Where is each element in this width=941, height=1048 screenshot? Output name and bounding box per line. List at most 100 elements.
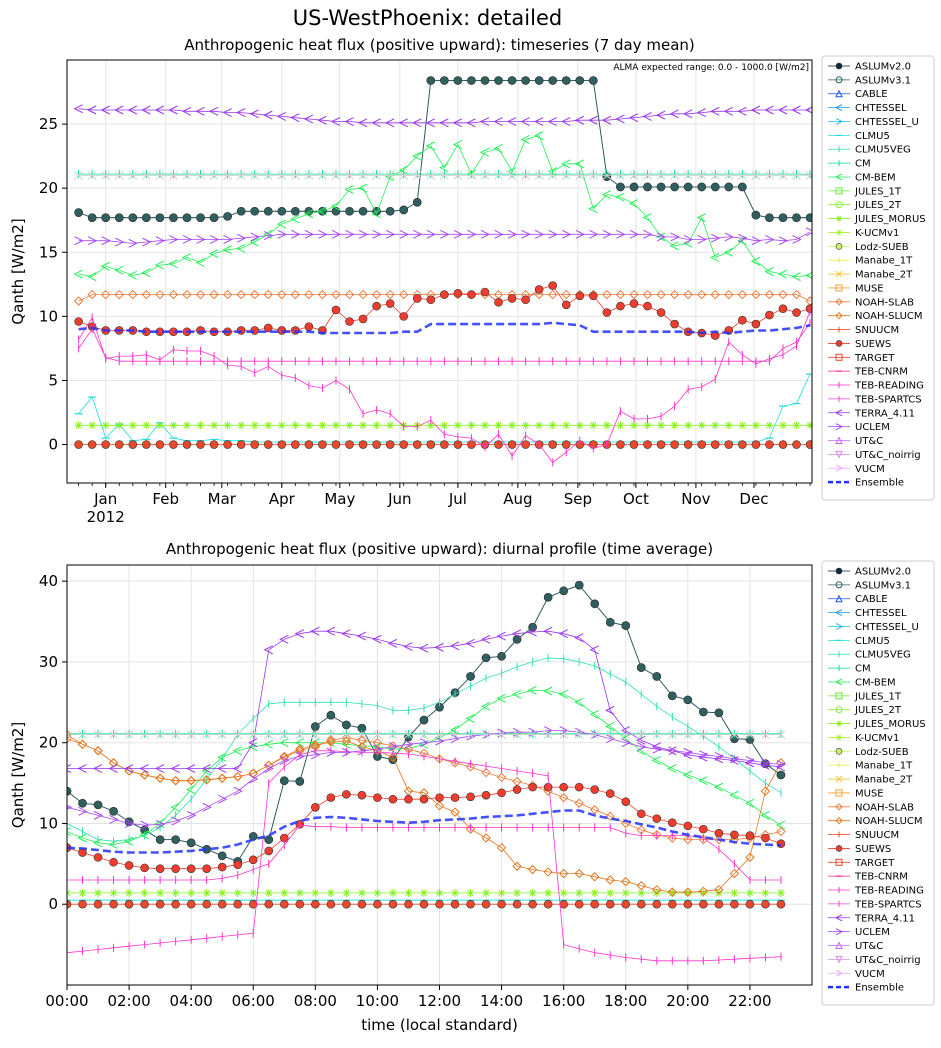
x-tick-label: 02:00 (107, 992, 150, 1010)
data-point (129, 214, 137, 222)
data-point (110, 900, 118, 908)
data-point (806, 441, 814, 449)
legend-label: ASLUMv3.1 (855, 580, 911, 591)
data-point (644, 183, 652, 191)
x-tick-label: 08:00 (294, 992, 337, 1010)
data-point (560, 587, 568, 595)
data-point (513, 786, 521, 794)
data-point (481, 421, 489, 429)
data-point (197, 421, 205, 429)
data-point (644, 441, 652, 449)
data-point (730, 900, 738, 908)
data-point (210, 214, 218, 222)
data-point (591, 786, 599, 794)
legend-label: CM (855, 664, 871, 675)
series-jules-morus (63, 889, 785, 897)
data-point (224, 441, 232, 449)
x-tick-label: Jul (448, 490, 467, 508)
data-point (606, 790, 614, 798)
data-point (156, 836, 164, 844)
data-point (657, 183, 665, 191)
data-point (793, 309, 801, 317)
data-point (793, 441, 801, 449)
data-point (576, 292, 584, 300)
data-point (94, 853, 102, 861)
data-point (88, 441, 96, 449)
data-point (671, 441, 679, 449)
legend: ASLUMv2.0ASLUMv3.1CABLECHTESSELCHTESSEL_… (822, 56, 934, 500)
data-point (535, 421, 543, 429)
series-suews (75, 282, 814, 340)
data-point (589, 292, 597, 300)
data-point (359, 441, 367, 449)
data-point (498, 900, 506, 908)
data-point (752, 211, 760, 219)
data-point (562, 77, 570, 85)
legend-label: Manabe_2T (855, 270, 913, 281)
data-point (420, 889, 428, 897)
data-point (746, 832, 754, 840)
data-point (420, 795, 428, 803)
data-point (210, 441, 218, 449)
x-tick-label: Jun (387, 490, 411, 508)
data-point (711, 441, 719, 449)
data-point (88, 214, 96, 222)
data-point (589, 77, 597, 85)
legend-label: UT&C (855, 436, 883, 447)
legend-label: NOAH-SLUCM (855, 311, 923, 322)
data-point (522, 441, 530, 449)
data-point (427, 77, 435, 85)
data-point (467, 291, 475, 299)
data-point (562, 441, 570, 449)
data-point (102, 421, 110, 429)
data-point (544, 593, 552, 601)
data-point (436, 794, 444, 802)
data-point (169, 421, 177, 429)
data-point (616, 421, 624, 429)
data-point (544, 900, 552, 908)
legend-label: NOAH-SLAB (855, 297, 914, 308)
x-tick-label: Aug (503, 490, 532, 508)
data-point (765, 214, 773, 222)
data-point (427, 441, 435, 449)
data-point (183, 214, 191, 222)
data-point (386, 441, 394, 449)
y-tick-label: 0 (48, 895, 58, 913)
data-point (481, 288, 489, 296)
x-tick-label: 06:00 (232, 992, 275, 1010)
data-point (765, 421, 773, 429)
data-point (110, 889, 118, 897)
data-point (218, 852, 226, 860)
data-point (482, 791, 490, 799)
series-cm-bem (75, 132, 814, 281)
legend-label: UCLEM (855, 422, 890, 433)
data-point (684, 696, 692, 704)
data-point (264, 421, 272, 429)
data-point (79, 889, 87, 897)
data-point (467, 672, 475, 680)
data-point (203, 900, 211, 908)
y-axis-label: Qanth [W/m2] (9, 218, 27, 324)
data-point (183, 421, 191, 429)
legend-label: Lodz-SUEB (855, 747, 909, 758)
data-point (738, 316, 746, 324)
data-point (115, 214, 123, 222)
data-point (498, 789, 506, 797)
data-point (172, 889, 180, 897)
data-point (156, 900, 164, 908)
data-point (102, 441, 110, 449)
legend-label: Ensemble (855, 983, 904, 994)
data-point (278, 207, 286, 215)
series-uclem (75, 228, 814, 248)
series-line (79, 136, 811, 277)
legend: ASLUMv2.0ASLUMv3.1CABLECHTESSELCHTESSEL_… (822, 561, 934, 1005)
data-point (413, 294, 421, 302)
data-point (280, 889, 288, 897)
legend-label: CABLE (855, 89, 888, 100)
data-point (237, 207, 245, 215)
data-point (197, 214, 205, 222)
data-point (684, 421, 692, 429)
data-point (197, 441, 205, 449)
data-point (508, 77, 516, 85)
data-point (622, 622, 630, 630)
